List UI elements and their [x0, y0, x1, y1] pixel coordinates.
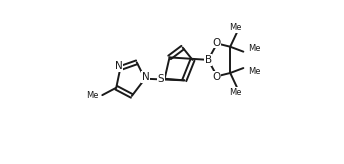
Text: N: N — [142, 72, 150, 82]
Text: N: N — [115, 62, 122, 71]
Text: Me: Me — [229, 23, 241, 32]
Text: O: O — [212, 38, 221, 48]
Text: Me: Me — [248, 44, 260, 53]
Text: Me: Me — [229, 88, 241, 97]
Text: S: S — [158, 74, 164, 84]
Text: O: O — [212, 72, 221, 82]
Text: Me: Me — [248, 67, 260, 75]
Text: Me: Me — [86, 91, 98, 100]
Text: B: B — [205, 55, 212, 65]
